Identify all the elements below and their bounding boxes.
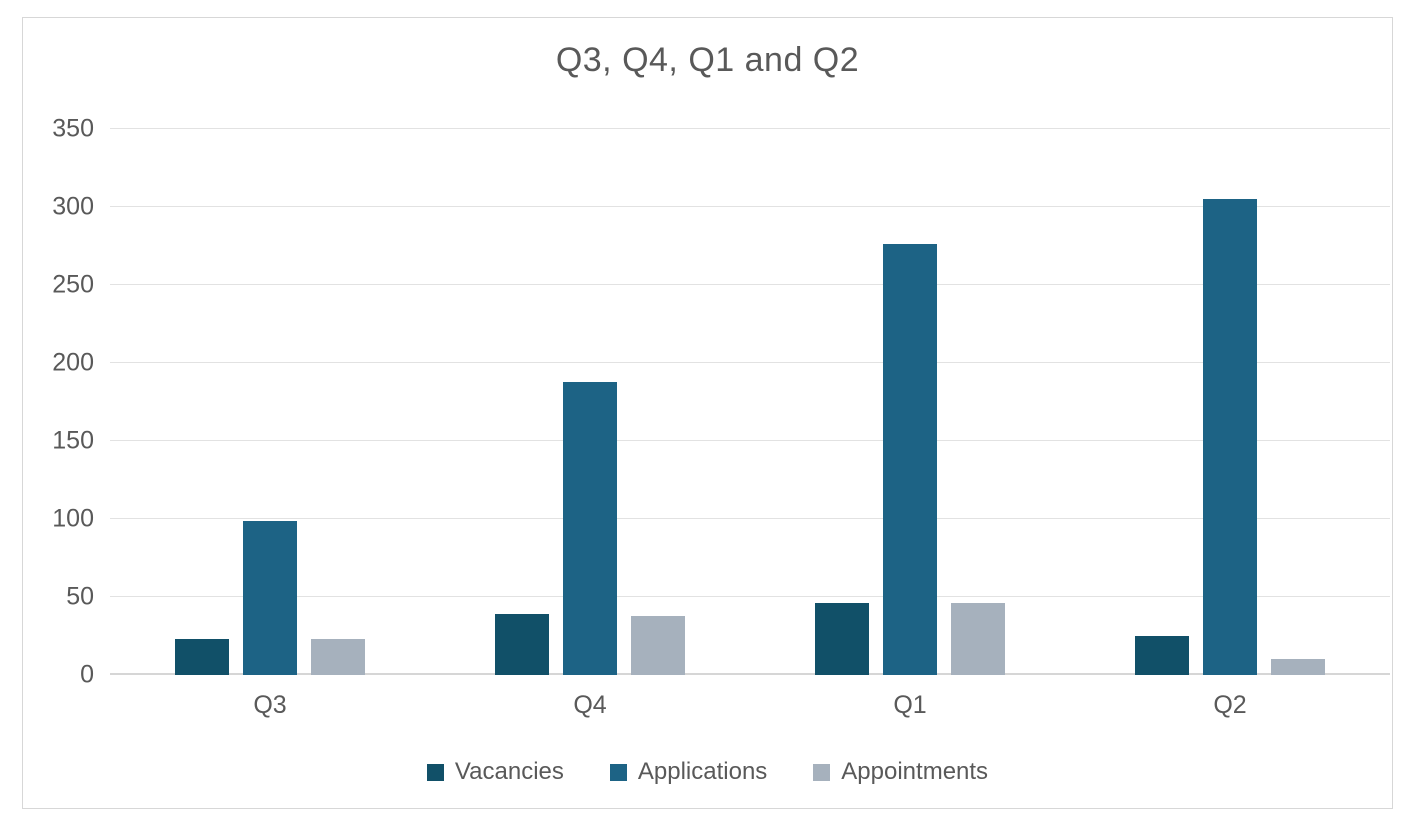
gridline-250	[110, 284, 1390, 285]
category-group-q4: Q4	[430, 129, 750, 719]
legend-swatch-applications	[609, 763, 627, 781]
plot-area: 350 300 250 200 150 100 50 0 Q3 Q4 Q1 Q2	[52, 116, 1390, 719]
y-axis-label-100: 100	[52, 504, 94, 533]
legend-swatch-vacancies	[426, 763, 444, 781]
bar-appointments-q1	[951, 603, 1005, 675]
gridline-150	[110, 440, 1390, 441]
y-axis-label-250: 250	[52, 270, 94, 299]
bar-applications-q3	[243, 520, 297, 675]
x-axis-line	[110, 673, 1390, 675]
x-axis-label-q4: Q4	[573, 691, 607, 719]
gridline-100	[110, 518, 1390, 519]
gridline-200	[110, 362, 1390, 363]
x-axis-label-q1: Q1	[893, 691, 927, 719]
bar-vacancies-q4	[495, 614, 549, 675]
x-axis-label-q2: Q2	[1213, 691, 1247, 719]
gridline-50	[110, 596, 1390, 597]
category-group-q2: Q2	[1070, 129, 1390, 719]
category-group-q3: Q3	[110, 129, 430, 719]
y-axis-label-150: 150	[52, 426, 94, 455]
bar-appointments-q2	[1271, 659, 1325, 675]
legend-label-vacancies: Vacancies	[454, 758, 564, 785]
y-axis-label-0: 0	[80, 660, 94, 689]
bar-vacancies-q2	[1135, 636, 1189, 675]
bar-appointments-q4	[631, 615, 685, 675]
bar-vacancies-q1	[815, 603, 869, 675]
y-axis-label-50: 50	[66, 582, 94, 611]
gridline-350	[110, 128, 1390, 129]
bar-applications-q2	[1203, 199, 1257, 675]
y-axis-label-200: 200	[52, 348, 94, 377]
legend-swatch-appointments	[813, 763, 831, 781]
bar-appointments-q3	[311, 639, 365, 675]
category-group-q1: Q1	[750, 129, 1070, 719]
legend-item-applications: Applications	[609, 758, 768, 786]
bar-applications-q4	[563, 381, 617, 675]
bar-applications-q1	[883, 244, 937, 675]
bar-vacancies-q3	[175, 639, 229, 675]
gridline-300	[110, 206, 1390, 207]
chart-frame: Q3, Q4, Q1 and Q2 350 300 250 200 150 100 50 0 Q…	[22, 17, 1393, 809]
bars-row: Q3 Q4 Q1 Q2	[110, 129, 1390, 719]
y-axis-label-300: 300	[52, 192, 94, 221]
chart-title: Q3, Q4, Q1 and Q2	[555, 41, 860, 79]
x-axis-label-q3: Q3	[253, 691, 287, 719]
legend-item-vacancies: Vacancies	[426, 758, 564, 786]
chart-legend: Vacancies Applications Appointments	[23, 758, 1392, 786]
legend-label-applications: Applications	[637, 758, 768, 785]
y-axis-label-350: 350	[52, 114, 94, 143]
legend-item-appointments: Appointments	[813, 758, 988, 786]
legend-label-appointments: Appointments	[841, 758, 989, 785]
